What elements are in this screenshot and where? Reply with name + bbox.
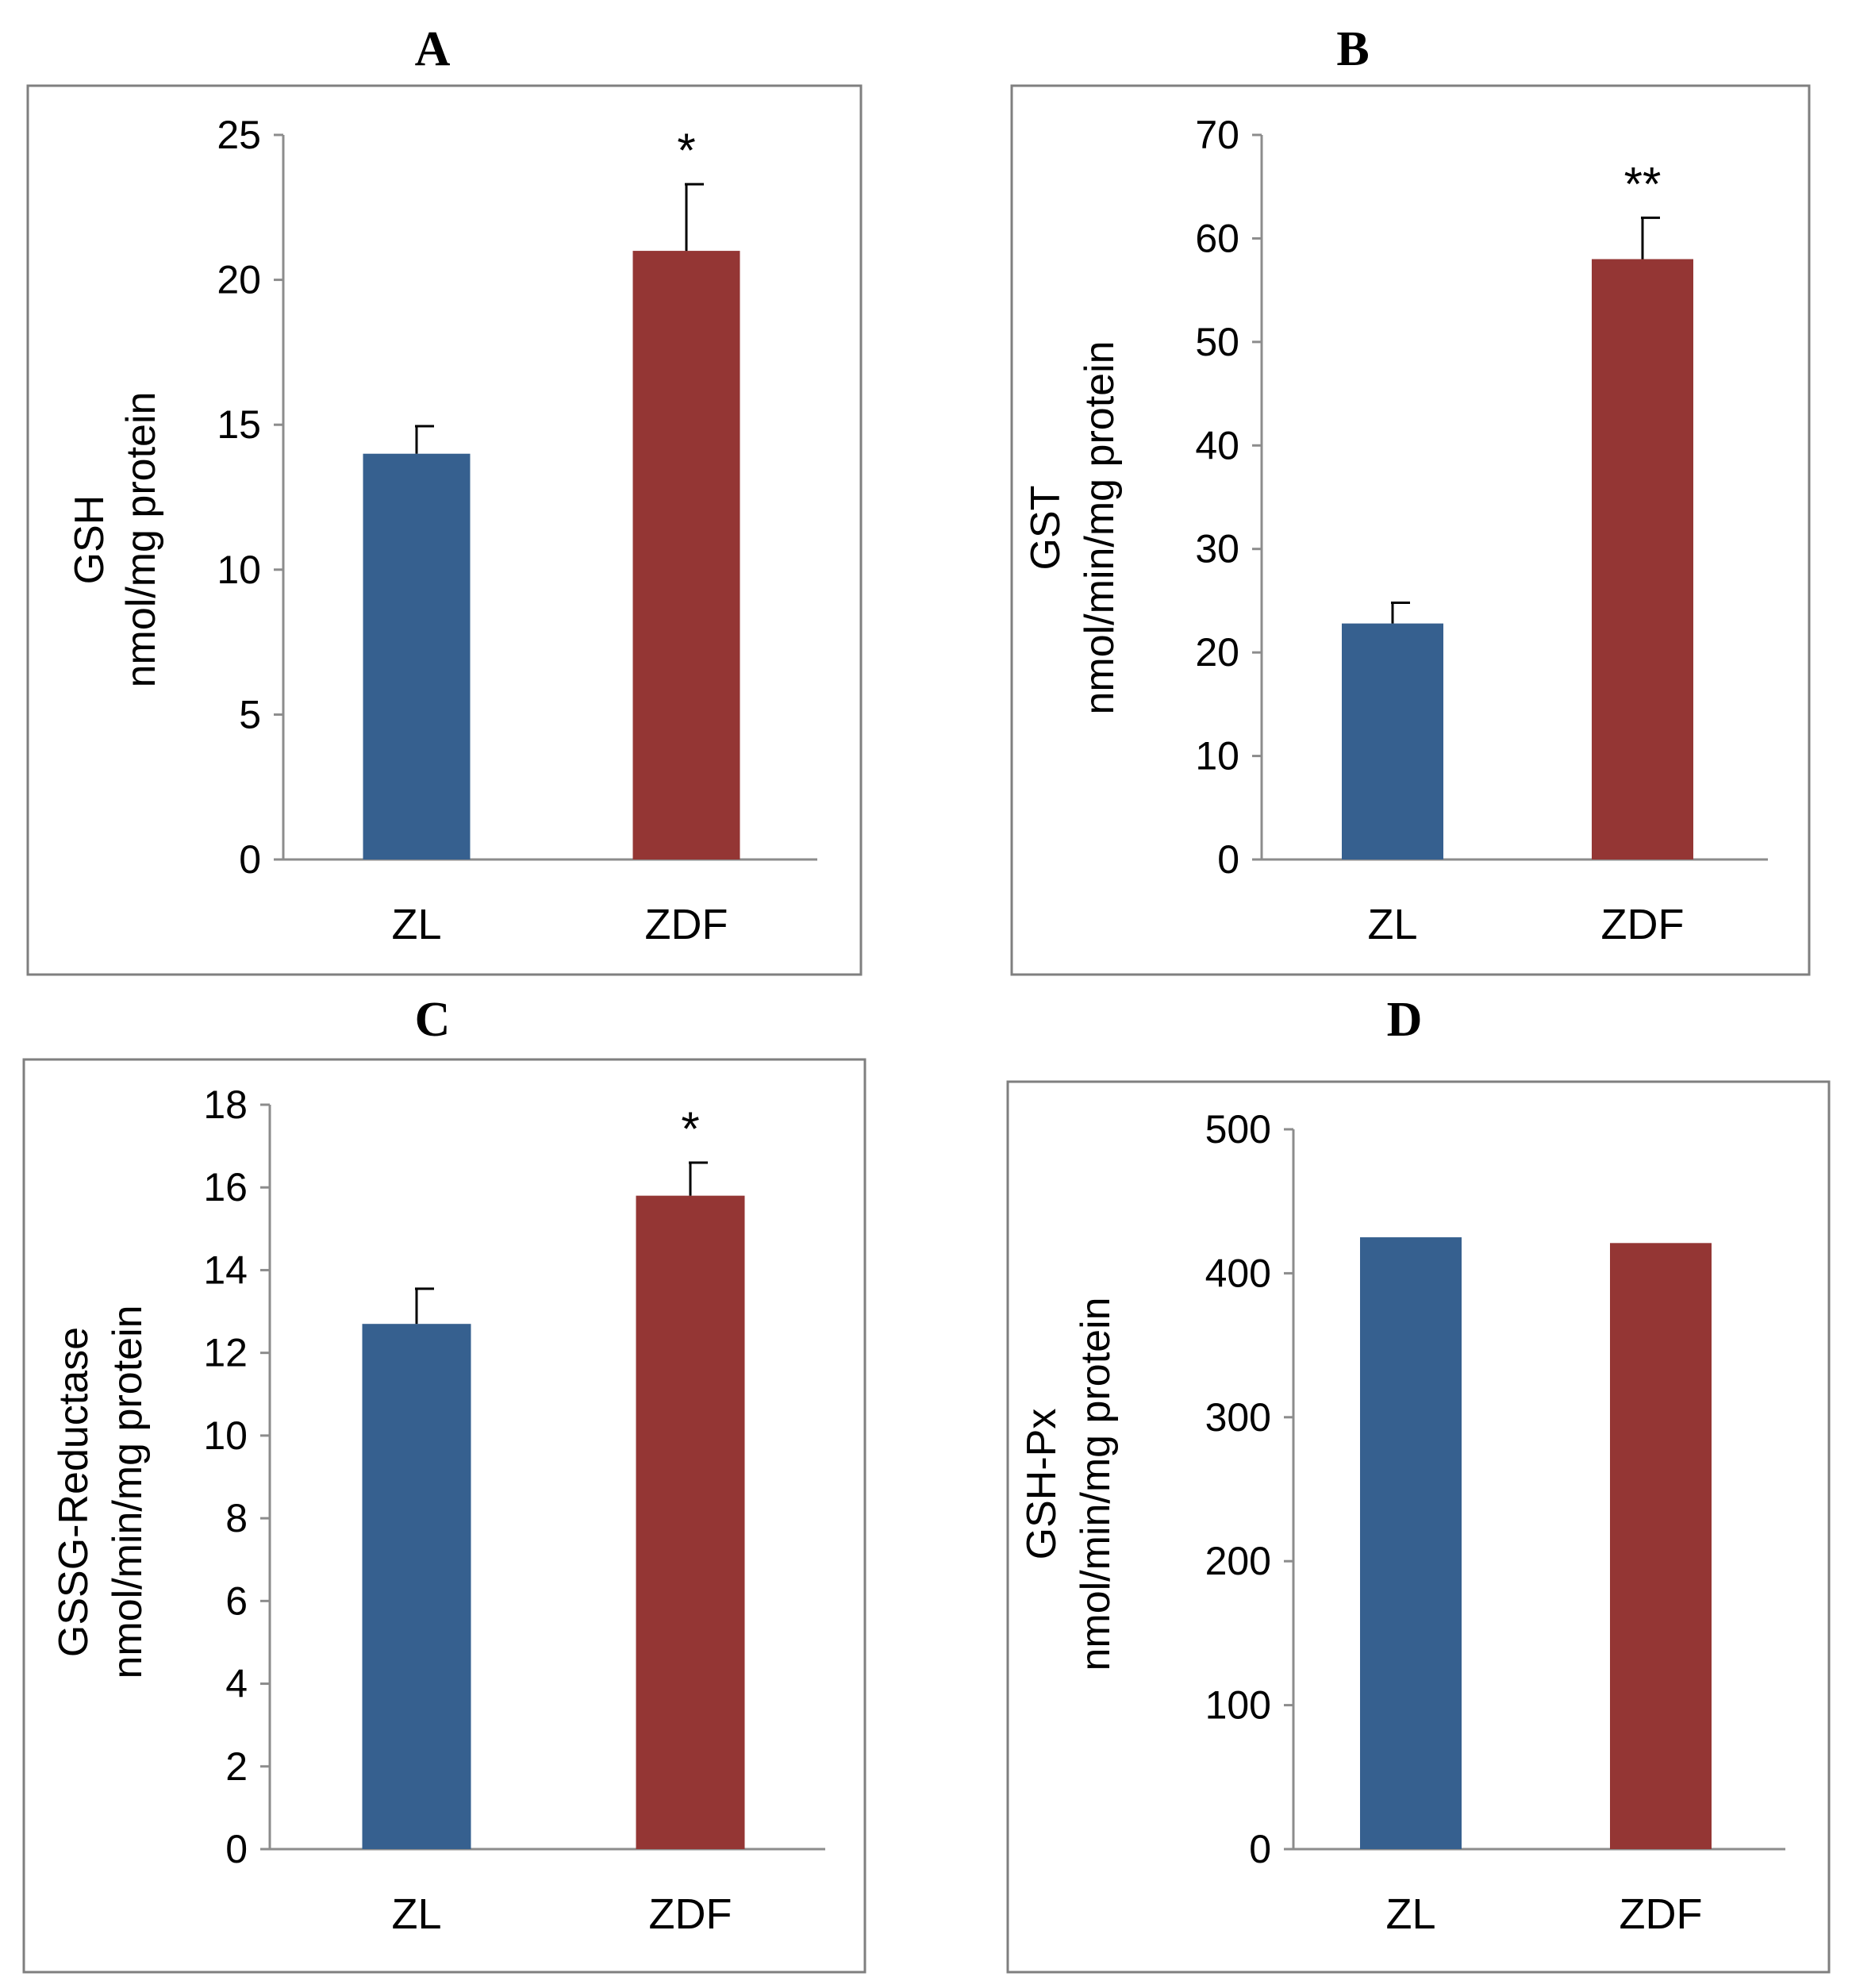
panel-a-category-label-zl: ZL <box>391 901 441 948</box>
panel-d-category-label-zl: ZL <box>1385 1890 1435 1938</box>
panel-d-y-tick-label: 300 <box>1205 1395 1271 1440</box>
panel-a-y-tick-label: 20 <box>217 258 261 302</box>
panel-b-y-tick-label: 20 <box>1195 630 1239 675</box>
panel-d-y-tick-label: 0 <box>1249 1827 1271 1871</box>
panel-b: B 0 10 20 30 40 50 60 70 ZL ** ZDF GST nmol/min/mg… <box>1010 22 1811 976</box>
panel-a-y-tick-label: 0 <box>239 837 261 882</box>
panel-c-plot: 0 2 4 6 8 10 12 14 16 18 ZL * ZDF <box>203 1082 825 1938</box>
panel-d-title: D <box>1387 993 1423 1047</box>
panel-b-ylabel-line-2: nmol/min/mg protein <box>1077 340 1123 714</box>
panel-b-ylabel-line-1: GST <box>1023 486 1069 571</box>
panel-b-y-tick-label: 60 <box>1195 216 1239 260</box>
panel-c-bar-zl <box>362 1324 471 1849</box>
panel-a-bar-zdf <box>632 251 740 860</box>
panel-a-ylabel-line-2: nmol/mg protein <box>118 392 164 688</box>
panel-c-title: C <box>415 993 451 1047</box>
panel-c-category-label-zl: ZL <box>391 1890 441 1938</box>
panel-b-y-tick-label: 30 <box>1195 527 1239 571</box>
panel-d-bar-zl <box>1360 1237 1462 1849</box>
panel-d-y-tick-label: 400 <box>1205 1251 1271 1295</box>
panel-c-y-tick-label: 0 <box>225 1827 248 1871</box>
panel-b-y-tick-label: 70 <box>1195 113 1239 157</box>
panel-a-y-tick-label: 5 <box>239 692 261 736</box>
panel-b-y-tick-label: 50 <box>1195 320 1239 364</box>
panel-a: A 0 5 10 15 20 25 ZL * ZDF GSH nmol/mg protein <box>26 22 863 976</box>
panel-c-y-tick-label: 2 <box>225 1744 248 1789</box>
panel-d: D 0 100 200 300 400 500 ZL ZDF GSH-Px nmol/min/… <box>1006 993 1831 1974</box>
panel-c-y-tick-label: 10 <box>203 1413 248 1458</box>
panel-a-frame <box>26 84 863 976</box>
panel-d-y-tick-label: 100 <box>1205 1683 1271 1728</box>
panel-d-ylabel-line-1: GSH-Px <box>1019 1409 1065 1560</box>
panel-a-y-tick-label: 10 <box>217 548 261 592</box>
panel-b-bar-zl <box>1342 623 1443 859</box>
panel-c-category-label-zdf: ZDF <box>649 1890 732 1938</box>
panel-c-frame <box>22 1058 866 1974</box>
panel-d-y-tick-label: 200 <box>1205 1539 1271 1583</box>
panel-a-y-tick-label: 15 <box>217 402 261 447</box>
panel-c-significance-zdf: * <box>681 1102 699 1156</box>
panel-b-y-tick-label: 0 <box>1217 837 1239 882</box>
panel-d-ylabel-line-2: nmol/min/mg protein <box>1073 1297 1119 1671</box>
panel-a-ylabel-line-1: GSH <box>67 495 113 585</box>
panel-c-y-tick-label: 6 <box>225 1578 248 1623</box>
panel-d-y-tick-label: 500 <box>1205 1107 1271 1152</box>
panel-d-category-label-zdf: ZDF <box>1620 1890 1703 1938</box>
panel-c-ylabel-line-2: nmol/min/mg protein <box>105 1305 151 1678</box>
panel-b-title: B <box>1336 22 1369 76</box>
panel-a-category-label-zdf: ZDF <box>645 901 728 948</box>
panel-c-y-tick-label: 14 <box>203 1248 248 1292</box>
panel-d-plot: 0 100 200 300 400 500 ZL ZDF <box>1205 1107 1785 1938</box>
panel-b-significance-zdf: ** <box>1624 157 1662 210</box>
panel-b-y-tick-label: 40 <box>1195 423 1239 467</box>
panel-b-category-label-zdf: ZDF <box>1601 901 1685 948</box>
panel-c-bar-zdf <box>636 1195 745 1849</box>
panel-c-y-tick-label: 4 <box>225 1662 248 1706</box>
panel-b-frame <box>1010 84 1811 976</box>
panel-a-significance-zdf: * <box>677 124 695 177</box>
panel-c-ylabel-line-1: GSSG-Reductase <box>51 1327 97 1657</box>
panel-a-bar-zl <box>363 453 471 859</box>
panel-c-y-tick-label: 18 <box>203 1082 248 1127</box>
panel-b-plot: 0 10 20 30 40 50 60 70 ZL ** ZDF <box>1195 113 1768 948</box>
panel-a-y-tick-label: 25 <box>217 113 261 157</box>
panel-b-category-label-zl: ZL <box>1367 901 1417 948</box>
panel-c: C 0 2 4 6 8 10 12 14 16 18 ZL * ZDF GSSG-Reductase n… <box>22 993 866 1974</box>
panel-a-title: A <box>415 22 451 76</box>
panel-c-y-tick-label: 12 <box>203 1331 248 1375</box>
panel-d-frame <box>1006 1080 1831 1974</box>
panel-a-plot: 0 5 10 15 20 25 ZL * ZDF <box>217 113 817 948</box>
panel-b-y-tick-label: 10 <box>1195 734 1239 779</box>
panel-c-y-tick-label: 16 <box>203 1165 248 1209</box>
panel-d-bar-zdf <box>1610 1243 1712 1849</box>
panel-c-y-tick-label: 8 <box>225 1496 248 1540</box>
panel-b-bar-zdf <box>1592 259 1693 859</box>
